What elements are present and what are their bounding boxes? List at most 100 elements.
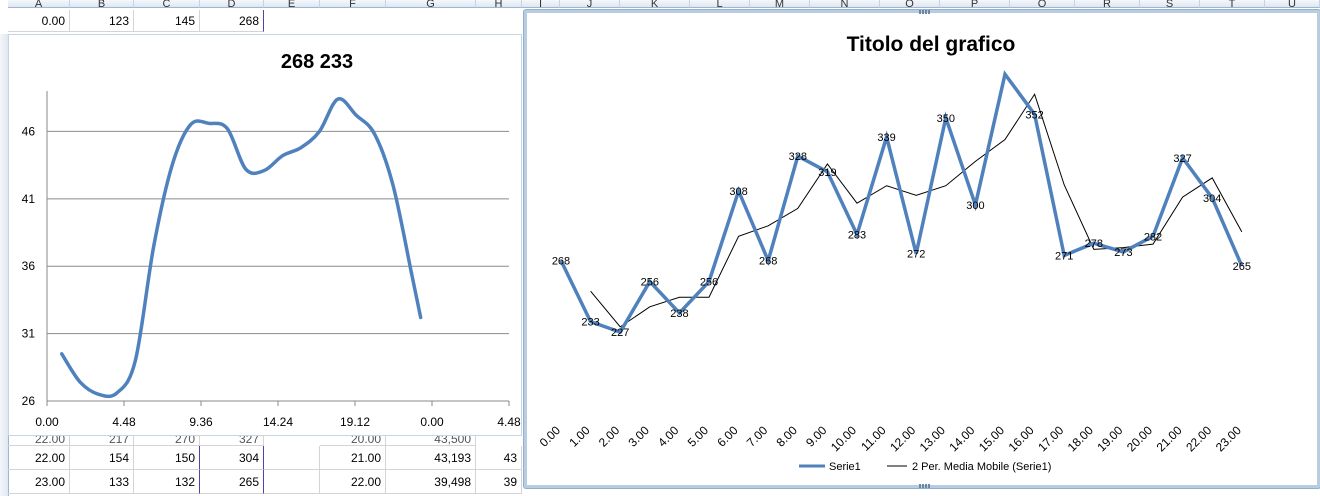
data-label: 227 xyxy=(611,327,629,339)
column-header-d[interactable]: D xyxy=(200,0,264,8)
chart-moving-average[interactable]: Titolo del grafico 0.00 1.00 2.00 3.00 4.00 5… xyxy=(524,10,1320,488)
x-category-label: 17.00 xyxy=(1035,423,1066,454)
cell-22-d[interactable]: 304 xyxy=(200,446,264,470)
column-header-p[interactable]: P xyxy=(940,0,1010,8)
column-header-l[interactable]: L xyxy=(690,0,750,8)
cell-22-h[interactable]: 43 xyxy=(476,446,522,470)
data-label: 339 xyxy=(877,132,895,144)
x-category-label: 11.00 xyxy=(858,423,889,454)
data-label: 273 xyxy=(1114,247,1132,259)
x-category-label: 10.00 xyxy=(828,423,859,454)
cell-22-c[interactable]: 150 xyxy=(134,446,200,470)
chart-smooth-line[interactable]: 268 233 26 31 36 41 46 0.00 4.48 9.36 14.24 19.12… xyxy=(8,34,522,436)
series-line-0 xyxy=(59,97,414,399)
cell-22-e[interactable] xyxy=(264,446,320,470)
data-label: 304 xyxy=(1203,193,1221,205)
x-tick-label: 0.00 xyxy=(420,415,444,429)
cell-c-top[interactable]: 145 xyxy=(134,10,200,32)
column-header-b[interactable]: B xyxy=(70,0,134,8)
column-header-o[interactable]: O xyxy=(880,0,940,8)
data-label: 271 xyxy=(1055,250,1073,262)
x-category-label: 7.00 xyxy=(744,423,771,450)
x-category-label: 20.00 xyxy=(1124,423,1155,454)
chart-title: Titolo del grafico xyxy=(847,33,1016,56)
x-tick-label: 4.48 xyxy=(112,415,136,429)
cell-23-g[interactable]: 39,498 xyxy=(386,470,476,494)
column-header-n[interactable]: N xyxy=(810,0,880,8)
cell-23-d[interactable]: 265 xyxy=(200,470,264,494)
data-label: 256 xyxy=(700,277,718,289)
cell-a-top[interactable]: 0.00 xyxy=(8,10,70,32)
cell-d-top[interactable]: 268 xyxy=(200,10,264,32)
x-category-label: 9.00 xyxy=(803,423,830,450)
data-label: 268 xyxy=(552,256,570,268)
cell-partial-c[interactable]: 270 xyxy=(134,436,200,446)
column-header-h[interactable]: H xyxy=(476,0,522,8)
x-category-label: 21.00 xyxy=(1154,423,1185,454)
column-header-r[interactable]: R xyxy=(1075,0,1140,8)
x-category-label: 6.00 xyxy=(714,423,741,450)
column-header-s[interactable]: S xyxy=(1140,0,1200,8)
data-label: 319 xyxy=(818,167,836,179)
cell-23-b[interactable]: 133 xyxy=(70,470,134,494)
data-label: 282 xyxy=(1144,231,1162,243)
column-header-j[interactable]: J xyxy=(560,0,620,8)
x-category-label: 8.00 xyxy=(774,423,801,450)
x-category-label: 22.00 xyxy=(1183,423,1214,454)
cell-23-h[interactable]: 39 xyxy=(476,470,522,494)
column-header-u[interactable]: U xyxy=(1265,0,1320,8)
cell-partial-d[interactable]: 327 xyxy=(200,436,264,446)
x-category-label: 0.00 xyxy=(537,423,564,450)
x-category-label: 16.00 xyxy=(1006,423,1037,454)
cell-22-b[interactable]: 154 xyxy=(70,446,134,470)
cell-22-f[interactable]: 21.00 xyxy=(320,446,386,470)
series-serie1-line xyxy=(559,70,1244,335)
data-label: 327 xyxy=(1173,153,1191,165)
cell-22-a[interactable]: 22.00 xyxy=(8,446,70,470)
cell-b-top[interactable]: 123 xyxy=(70,10,134,32)
column-header-q[interactable]: Q xyxy=(1010,0,1075,8)
cell-22-g[interactable]: 43,193 xyxy=(386,446,476,470)
cell-23-f[interactable]: 22.00 xyxy=(320,470,386,494)
cell-23-c[interactable]: 132 xyxy=(134,470,200,494)
y-tick-label: 46 xyxy=(22,124,36,138)
x-tick-label: 14.24 xyxy=(263,415,293,429)
cell-partial-a[interactable]: 22.00 xyxy=(8,436,70,446)
column-header-f[interactable]: F xyxy=(320,0,386,8)
cell-partial-f[interactable]: 20.00 xyxy=(320,436,386,446)
x-category-label: 4.00 xyxy=(655,423,682,450)
x-category-label: 14.00 xyxy=(946,423,977,454)
series-line-1 xyxy=(409,271,423,320)
x-category-label: 3.00 xyxy=(626,423,653,450)
column-header-e[interactable]: E xyxy=(264,0,320,8)
x-category-label: 12.00 xyxy=(887,423,918,454)
resize-handle-top[interactable] xyxy=(919,10,931,14)
data-label: 238 xyxy=(670,308,688,320)
y-tick-label: 26 xyxy=(22,394,36,408)
data-label: 265 xyxy=(1233,261,1251,273)
legend-label-serie1: Serie1 xyxy=(829,461,861,473)
column-header-c[interactable]: C xyxy=(134,0,200,8)
column-header-t[interactable]: T xyxy=(1200,0,1265,8)
data-label: 283 xyxy=(848,230,866,242)
legend-label-moving-average: 2 Per. Media Mobile (Serie1) xyxy=(912,461,1051,473)
series-moving-average-line xyxy=(590,93,1243,328)
x-category-label: 13.00 xyxy=(917,423,948,454)
column-header-i[interactable]: I xyxy=(522,0,560,8)
resize-handle-bottom[interactable] xyxy=(919,484,931,488)
cell-23-e[interactable] xyxy=(264,470,320,494)
column-header-a[interactable]: A xyxy=(8,0,70,8)
chart-moving-average-plot: Titolo del grafico 0.00 1.00 2.00 3.00 4.00 5… xyxy=(537,33,1251,473)
x-tick-label: 9.36 xyxy=(189,415,213,429)
column-header-g[interactable]: G xyxy=(386,0,476,8)
x-tick-label: 19.12 xyxy=(340,415,370,429)
cell-partial-g[interactable]: 43,500 xyxy=(386,436,476,446)
data-label: 278 xyxy=(1085,238,1103,250)
data-label: 308 xyxy=(729,186,747,198)
column-header-k[interactable]: K xyxy=(620,0,690,8)
column-header-m[interactable]: M xyxy=(750,0,810,8)
cell-partial-b[interactable]: 217 xyxy=(70,436,134,446)
y-tick-label: 41 xyxy=(22,192,36,206)
cell-23-a[interactable]: 23.00 xyxy=(8,470,70,494)
y-tick-label: 31 xyxy=(22,327,36,341)
